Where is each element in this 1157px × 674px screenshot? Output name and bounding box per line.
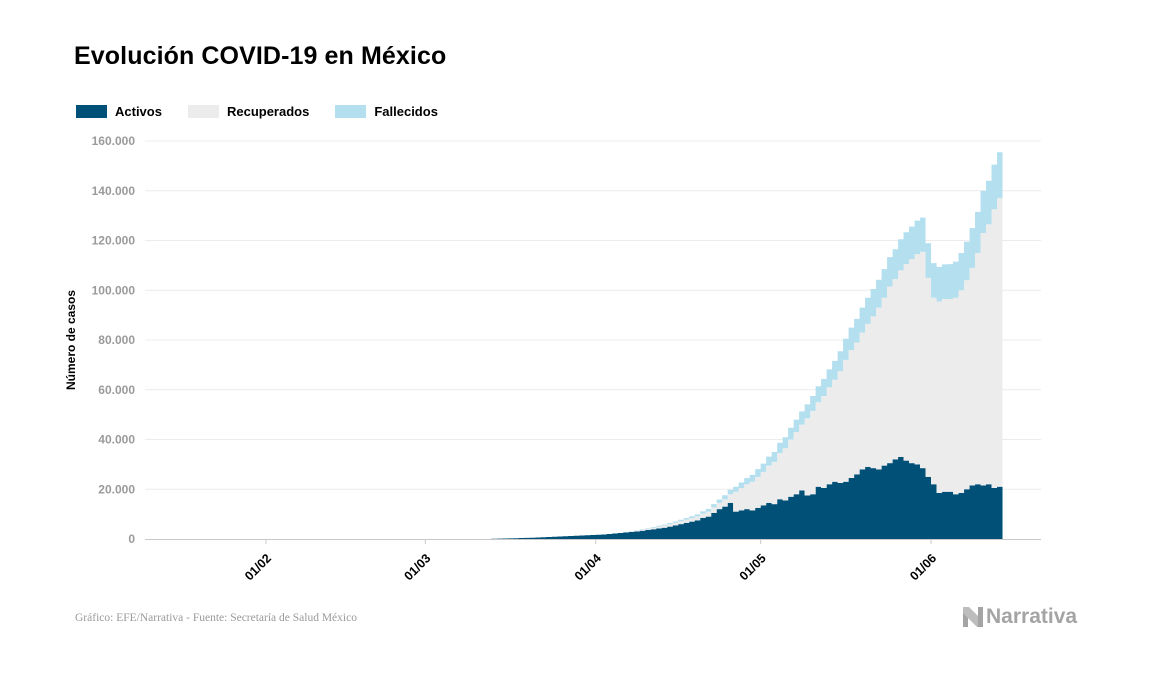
legend-swatch-activos xyxy=(76,105,107,118)
x-tick-label: 01/03 xyxy=(401,551,433,583)
x-tick-label: 01/02 xyxy=(242,551,274,583)
y-tick-label: 140.000 xyxy=(92,184,136,198)
area-chart: 0 20.000 40.000 60.000 80.000 100.000 120.000 1… xyxy=(64,134,1041,583)
legend-item-fallecidos[interactable]: Fallecidos xyxy=(335,104,438,119)
y-tick-label: 60.000 xyxy=(98,383,135,397)
chart-title: Evolución COVID-19 en México xyxy=(74,42,447,70)
y-tick-label: 120.000 xyxy=(92,234,136,248)
stacked-areas xyxy=(491,152,1003,539)
source-note: Gráfico: EFE/Narrativa - Fuente: Secreta… xyxy=(75,612,357,624)
y-axis-label: Número de casos xyxy=(64,290,78,390)
legend-item-recuperados[interactable]: Recuperados xyxy=(187,104,310,119)
legend: Activos Recuperados Fallecidos xyxy=(76,104,464,119)
y-tick-label: 80.000 xyxy=(98,333,135,347)
area-recuperados xyxy=(491,198,1003,539)
legend-swatch-fallecidos xyxy=(335,105,367,118)
legend-label-recuperados: Recuperados xyxy=(226,104,310,119)
legend-label-fallecidos: Fallecidos xyxy=(374,104,438,119)
legend-swatch-recuperados xyxy=(187,105,219,118)
y-tick-label: 100.000 xyxy=(92,283,136,297)
legend-label-activos: Activos xyxy=(115,104,162,119)
area-activos xyxy=(491,456,1003,539)
narrativa-n-icon xyxy=(963,607,983,627)
y-tick-label: 40.000 xyxy=(98,433,135,447)
narrativa-wordmark: Narrativa xyxy=(986,605,1078,628)
x-tick-label: 01/06 xyxy=(907,551,939,583)
y-tick-label: 160.000 xyxy=(92,134,136,148)
legend-item-activos[interactable]: Activos xyxy=(76,104,162,119)
x-tick-label: 01/04 xyxy=(572,551,604,583)
x-tick-label: 01/05 xyxy=(737,551,769,583)
y-tick-label: 0 xyxy=(128,532,135,546)
y-tick-label: 20.000 xyxy=(98,482,135,496)
narrativa-logo: Narrativa xyxy=(963,605,1077,629)
